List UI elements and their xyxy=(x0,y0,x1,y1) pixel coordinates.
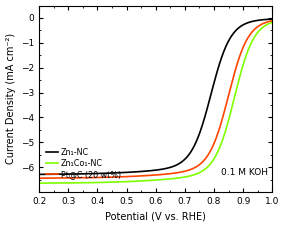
Pt@C (20 wt%) xyxy=(38,177,41,180)
Pt@C (20 wt%) xyxy=(270,19,274,22)
Zn₁-NC xyxy=(264,18,267,21)
Pt@C (20 wt%) xyxy=(145,174,148,177)
X-axis label: Potential (V vs. RHE): Potential (V vs. RHE) xyxy=(105,211,206,222)
Pt@C (20 wt%) xyxy=(151,174,154,177)
Zn₁Co₁-NC xyxy=(264,24,267,27)
Pt@C (20 wt%) xyxy=(264,21,267,24)
Zn₁-NC xyxy=(151,169,154,172)
Zn₁Co₁-NC xyxy=(264,24,267,27)
Zn₁-NC xyxy=(38,173,41,176)
Zn₁-NC xyxy=(270,18,274,20)
Zn₁Co₁-NC xyxy=(38,182,41,185)
Pt@C (20 wt%) xyxy=(49,177,53,180)
Legend: Zn₁-NC, Zn₁Co₁-NC, Pt@C (20 wt%): Zn₁-NC, Zn₁Co₁-NC, Pt@C (20 wt%) xyxy=(46,148,121,179)
Zn₁Co₁-NC xyxy=(49,182,53,185)
Line: Zn₁-NC: Zn₁-NC xyxy=(39,19,272,174)
Zn₁-NC xyxy=(145,170,148,173)
Y-axis label: Current Density (mA cm⁻²): Current Density (mA cm⁻²) xyxy=(5,33,16,164)
Zn₁-NC xyxy=(264,18,267,21)
Zn₁Co₁-NC xyxy=(145,179,148,182)
Zn₁Co₁-NC xyxy=(151,179,154,182)
Pt@C (20 wt%) xyxy=(264,21,267,24)
Zn₁-NC xyxy=(49,173,53,176)
Zn₁-NC xyxy=(221,53,224,56)
Pt@C (20 wt%) xyxy=(221,116,224,119)
Line: Zn₁Co₁-NC: Zn₁Co₁-NC xyxy=(39,22,272,183)
Line: Pt@C (20 wt%): Pt@C (20 wt%) xyxy=(39,21,272,178)
Zn₁Co₁-NC xyxy=(221,138,224,141)
Zn₁Co₁-NC xyxy=(270,21,274,24)
Text: 0.1 M KOH: 0.1 M KOH xyxy=(221,168,268,177)
